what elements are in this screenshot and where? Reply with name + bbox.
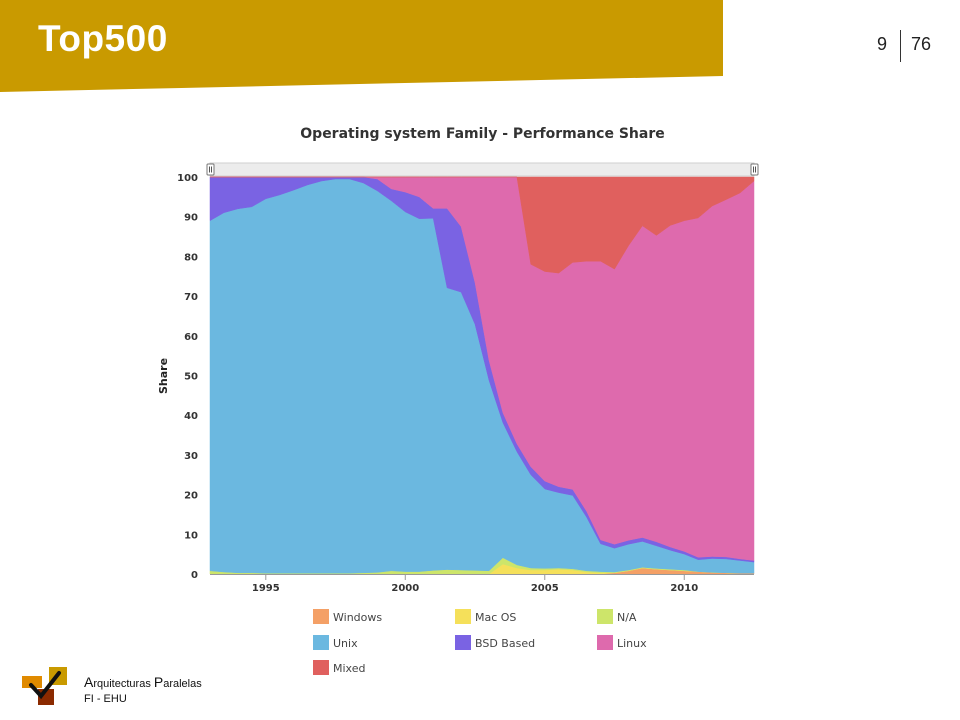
legend-label: Windows: [333, 611, 382, 624]
footer-text: Arquitecturas Paralelas FI - EHU: [84, 675, 202, 707]
legend-item-linux[interactable]: Linux: [597, 635, 647, 650]
footer-course-name: Arquitecturas Paralelas: [84, 674, 202, 691]
y-tick-label: 70: [184, 292, 198, 303]
area-series-mixed: [210, 176, 755, 274]
x-axis: 1995 2000 2005 2010: [210, 574, 754, 594]
slide-title: Top500: [38, 18, 168, 59]
legend-swatch: [313, 609, 329, 624]
legend-item-mac-os[interactable]: Mac OS: [455, 609, 516, 624]
y-axis-label: Share: [157, 358, 170, 394]
y-tick-label: 80: [184, 252, 198, 263]
page-number-divider: [900, 30, 901, 62]
legend-item-mixed[interactable]: Mixed: [313, 660, 365, 675]
y-tick-label: 40: [184, 411, 198, 422]
y-tick-label: 30: [184, 451, 198, 462]
navigator-handle-left[interactable]: [206, 163, 215, 176]
chart-navigator: [206, 162, 759, 177]
chart-title: Operating system Family - Performance Sh…: [300, 126, 665, 142]
chart-areas: [209, 176, 755, 575]
x-tick-label: 2010: [670, 583, 698, 594]
y-tick-label: 50: [184, 372, 198, 383]
footer-institution: FI - EHU: [84, 693, 127, 705]
navigator-track[interactable]: [209, 162, 755, 177]
legend-label: N/A: [617, 611, 637, 624]
y-axis: 0 10 20 30 40 50 60 70 80 90 100: [177, 173, 198, 581]
legend-swatch: [597, 609, 613, 624]
x-tick-label: 2000: [391, 583, 419, 594]
header-band-shape: [0, 0, 723, 92]
y-tick-label: 20: [184, 491, 198, 502]
y-tick-label: 100: [177, 173, 198, 184]
y-tick-label: 60: [184, 332, 198, 343]
legend-label: Unix: [333, 637, 358, 650]
x-tick-label: 2005: [531, 583, 559, 594]
x-tick-label: 1995: [252, 583, 280, 594]
navigator-handle-right[interactable]: [750, 163, 759, 176]
legend-label: BSD Based: [475, 637, 535, 650]
header-band: [0, 0, 723, 92]
legend-swatch: [455, 635, 471, 650]
legend-swatch: [313, 660, 329, 675]
checkmark-icon: [29, 671, 61, 700]
legend-item-n-a[interactable]: N/A: [597, 609, 637, 624]
y-tick-label: 0: [191, 570, 198, 581]
chart-legend: Windows Mac OS N/A Unix BSD Based Linux Mixed: [313, 609, 647, 675]
legend-label: Mixed: [333, 662, 365, 675]
legend-label: Mac OS: [475, 611, 516, 624]
legend-item-bsd-based[interactable]: BSD Based: [455, 635, 535, 650]
page-number-current: 9: [877, 34, 888, 54]
legend-item-windows[interactable]: Windows: [313, 609, 382, 624]
legend-swatch: [455, 609, 471, 624]
y-tick-label: 10: [184, 530, 198, 541]
legend-swatch: [597, 635, 613, 650]
legend-swatch: [313, 635, 329, 650]
legend-label: Linux: [617, 637, 647, 650]
institution-logo: [22, 667, 67, 705]
y-tick-label: 90: [184, 213, 198, 224]
legend-item-unix[interactable]: Unix: [313, 635, 358, 650]
logo-square-orange: [22, 676, 42, 688]
page-number-total: 76: [911, 34, 932, 54]
